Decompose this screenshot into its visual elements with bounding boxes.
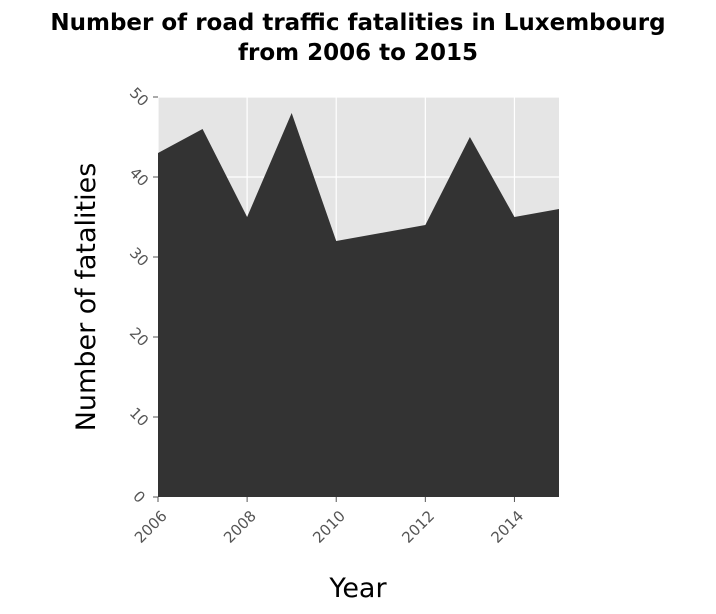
y-axis-title: Number of fatalities xyxy=(71,163,102,432)
chart-title-line-2: from 2006 to 2015 xyxy=(238,40,478,66)
chart-title: Number of road traffic fatalities in Lux… xyxy=(50,10,665,66)
chart-title-line-1: Number of road traffic fatalities in Lux… xyxy=(50,10,665,36)
fatalities-area xyxy=(158,113,559,497)
x-tick-label-2010: 2010 xyxy=(309,507,349,547)
y-tick-label-40: 40 xyxy=(126,164,152,190)
x-axis-tick-labels: 2006 2008 2010 2012 2014 xyxy=(131,507,527,547)
x-tick-label-2012: 2012 xyxy=(398,507,438,547)
axis-ticks xyxy=(153,96,515,502)
y-axis-tick-labels: 0 10 20 30 40 50 xyxy=(126,84,152,507)
x-axis-title: Year xyxy=(328,573,387,604)
x-tick-label-2014: 2014 xyxy=(487,507,527,547)
y-tick-label-20: 20 xyxy=(126,324,152,350)
y-tick-label-50: 50 xyxy=(126,84,152,110)
y-tick-label-0: 0 xyxy=(129,487,148,506)
x-tick-label-2006: 2006 xyxy=(131,507,171,547)
y-tick-label-30: 30 xyxy=(126,244,152,270)
y-tick-label-10: 10 xyxy=(126,404,152,430)
x-tick-label-2008: 2008 xyxy=(220,507,260,547)
